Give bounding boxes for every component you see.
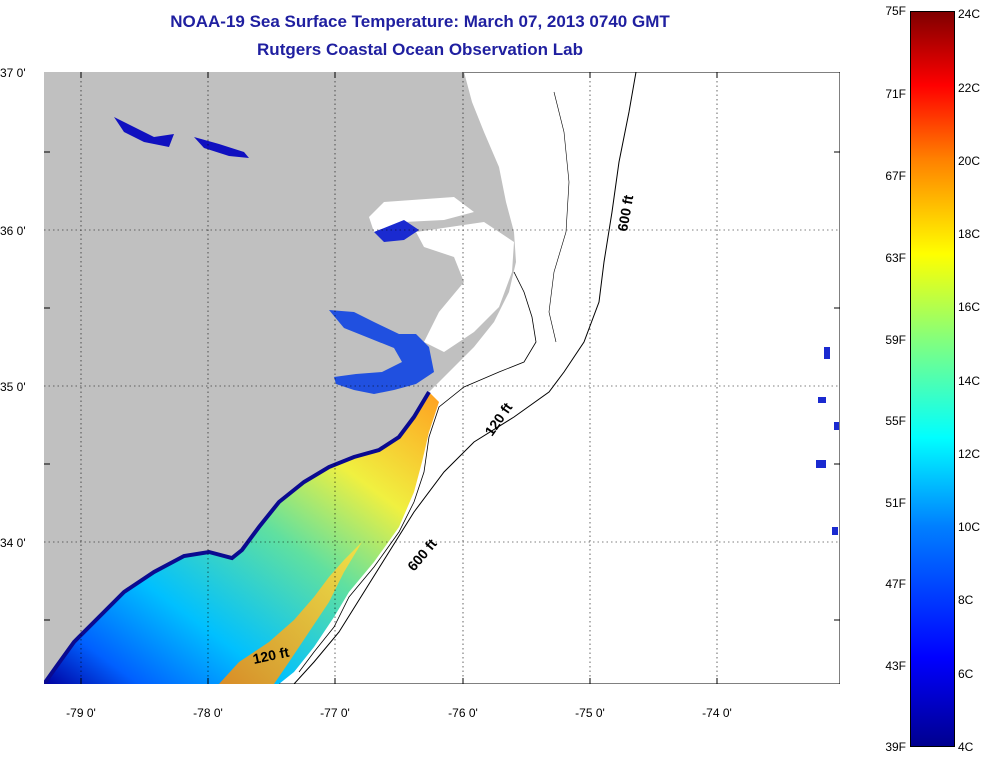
colorbar-label-67f: 67F: [885, 169, 906, 183]
river-water: [194, 137, 249, 158]
colorbar-label-10c: 10C: [958, 520, 981, 534]
colorbar-label-71f: 71F: [885, 87, 906, 101]
river-water: [374, 220, 419, 242]
colorbar-label-20c: 20C: [958, 154, 981, 168]
sst-shelf-water: [44, 392, 439, 684]
sst-pixel: [816, 460, 826, 468]
colorbar-label-43f: 43F: [885, 659, 906, 673]
colorbar-label-22c: 22C: [958, 81, 981, 95]
sst-pixel: [834, 422, 839, 430]
contour-600ft: [293, 72, 637, 684]
colorbar-label-24c: 24C: [958, 7, 981, 21]
lon-label-77: -77 0': [320, 706, 350, 720]
contour-label-120ft-south: 120 ft: [251, 644, 290, 667]
map-subtitle: Rutgers Coastal Ocean Observation Lab: [257, 40, 583, 59]
colorbar-label-51f: 51F: [885, 496, 906, 510]
contour-120ft: [548, 91, 570, 343]
lat-label-34: 34 0': [0, 536, 26, 550]
colorbar-label-16c: 16C: [958, 300, 981, 314]
colorbar-label-6c: 6C: [958, 667, 974, 681]
pamlico-sound: [416, 222, 514, 352]
albemarle-sound: [369, 197, 474, 232]
lat-label-36: 36 0': [0, 224, 26, 238]
sst-pixel: [832, 527, 838, 535]
colorbar-label-8c: 8C: [958, 593, 974, 607]
contour-label-600ft-north: 600 ft: [614, 193, 636, 232]
lat-label-37: 37 0': [0, 66, 26, 80]
colorbar-label-59f: 59F: [885, 333, 906, 347]
axis-ticks: [44, 72, 840, 684]
lon-label-74: -74 0': [702, 706, 732, 720]
lon-label-78: -78 0': [193, 706, 223, 720]
river-water: [114, 117, 174, 147]
colorbar-label-39f: 39F: [885, 740, 906, 754]
lon-label-75: -75 0': [575, 706, 605, 720]
sst-warm-water: [219, 542, 362, 684]
sst-map: 600 ft 120 ft 600 ft 120 ft: [44, 72, 840, 684]
sst-pixel: [818, 397, 826, 403]
colorbar-label-14c: 14C: [958, 374, 981, 388]
colorbar-label-47f: 47F: [885, 577, 906, 591]
lat-label-35: 35 0': [0, 380, 26, 394]
colorbar: [910, 11, 955, 747]
colorbar-label-12c: 12C: [958, 447, 981, 461]
graticule: [44, 72, 840, 684]
colorbar-label-4c: 4C: [958, 740, 974, 754]
colorbar-label-75f: 75F: [885, 4, 906, 18]
colorbar-label-63f: 63F: [885, 251, 906, 265]
sst-pixel: [824, 347, 830, 359]
contour-120ft: [298, 271, 537, 673]
neuse-water: [329, 310, 434, 394]
colorbar-label-55f: 55F: [885, 414, 906, 428]
lon-label-79: -79 0': [66, 706, 96, 720]
coastal-cold-band: [44, 390, 431, 684]
lon-label-76: -76 0': [448, 706, 478, 720]
map-title: NOAA-19 Sea Surface Temperature: March 0…: [170, 12, 670, 31]
colorbar-label-18c: 18C: [958, 227, 981, 241]
